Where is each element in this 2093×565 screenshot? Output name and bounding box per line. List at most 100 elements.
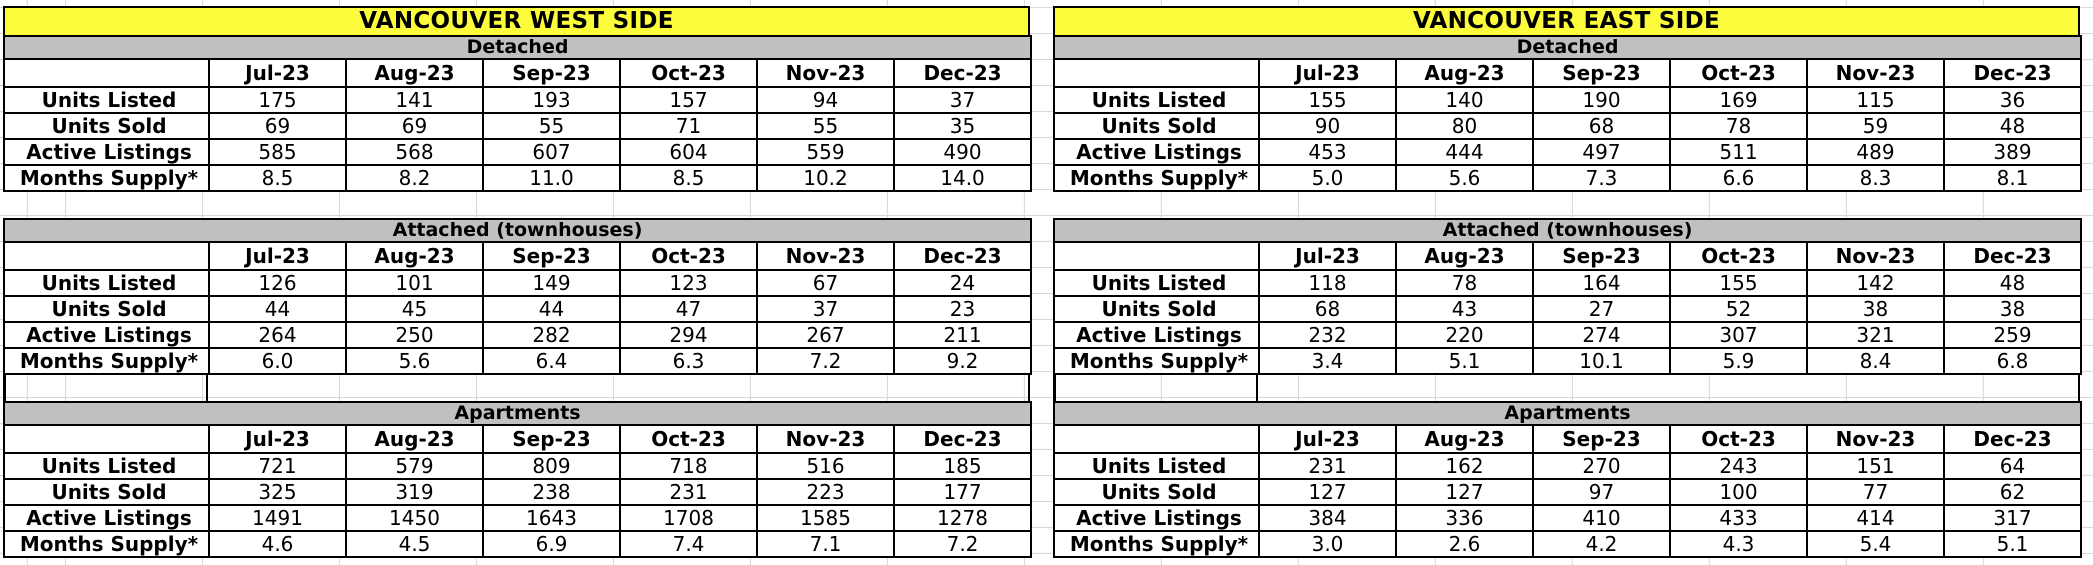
section-apartments: Apartments Jul-23 Aug-23 Sep-23 Oct-23 Nov-23… (1053, 401, 2082, 558)
section-attached-townhouses: Attached (townhouses) Jul-23 Aug-23 Sep-23 O… (1053, 218, 2082, 375)
month-header: Aug-23 (1395, 58, 1534, 88)
month-header: Sep-23 (1532, 241, 1671, 271)
data-cell: 444 (1395, 138, 1534, 166)
data-cell: 6.8 (1943, 347, 2082, 375)
data-cell: 232 (1258, 321, 1397, 349)
data-cell: 9.2 (893, 347, 1032, 375)
data-cell: 7.2 (756, 347, 895, 375)
row-gap (3, 374, 1030, 402)
data-cell: 69 (345, 112, 484, 140)
month-header: Aug-23 (345, 424, 484, 454)
metric-label: Units Sold (1053, 295, 1260, 323)
data-cell: 7.4 (619, 530, 758, 558)
month-header: Dec-23 (1943, 424, 2082, 454)
data-cell: 317 (1943, 504, 2082, 532)
data-cell: 274 (1532, 321, 1671, 349)
data-cell: 3.0 (1258, 530, 1397, 558)
data-cell: 8.5 (208, 164, 347, 192)
data-cell: 267 (756, 321, 895, 349)
data-cell: 568 (345, 138, 484, 166)
vancouver-west-side-panel: VANCOUVER WEST SIDE Detached Jul-23 Aug-23… (2, 6, 1033, 558)
data-cell: 8.1 (1942, 164, 2083, 192)
data-cell: 2.6 (1395, 530, 1534, 558)
data-cell: 220 (1395, 321, 1534, 349)
data-cell: 259 (1943, 321, 2082, 349)
month-header: Dec-23 (893, 424, 1032, 454)
data-cell: 604 (619, 138, 758, 166)
data-cell: 4.2 (1532, 530, 1671, 558)
section-apartments: Apartments Jul-23 Aug-23 Sep-23 Oct-23 Nov-23… (3, 401, 1032, 558)
data-cell: 94 (756, 86, 895, 114)
data-cell: 11.0 (482, 164, 621, 192)
data-cell: 55 (482, 112, 621, 140)
month-header: Oct-23 (1669, 424, 1808, 454)
data-cell: 6.9 (482, 530, 621, 558)
month-header: Nov-23 (756, 58, 895, 88)
data-cell: 8.4 (1806, 347, 1945, 375)
data-cell: 585 (208, 138, 347, 166)
data-cell: 185 (893, 452, 1032, 480)
data-cell: 126 (208, 269, 347, 297)
metric-label: Months Supply* (1053, 164, 1260, 192)
data-cell: 8.5 (619, 164, 758, 192)
metric-label: Months Supply* (1053, 347, 1260, 375)
month-header: Aug-23 (1395, 424, 1534, 454)
metric-label: Units Listed (1053, 269, 1260, 297)
data-cell: 4.3 (1669, 530, 1808, 558)
metric-label: Active Listings (1053, 138, 1260, 166)
border-line (206, 374, 208, 402)
data-cell: 5.1 (1943, 530, 2082, 558)
metric-label: Units Listed (3, 452, 210, 480)
data-cell: 231 (619, 478, 758, 506)
data-cell: 141 (345, 86, 484, 114)
data-cell: 24 (893, 269, 1032, 297)
data-cell: 319 (345, 478, 484, 506)
data-cell: 44 (482, 295, 621, 323)
data-cell: 6.4 (482, 347, 621, 375)
data-cell: 243 (1669, 452, 1808, 480)
metric-label: Active Listings (3, 321, 210, 349)
row-gap (1053, 374, 2080, 402)
data-cell: 607 (482, 138, 621, 166)
data-cell: 27 (1532, 295, 1671, 323)
data-cell: 5.6 (1395, 164, 1534, 192)
data-cell: 489 (1806, 138, 1945, 166)
data-cell: 1585 (756, 504, 895, 532)
month-header: Jul-23 (208, 424, 347, 454)
data-cell: 127 (1258, 478, 1397, 506)
data-cell: 5.1 (1395, 347, 1534, 375)
data-cell: 336 (1395, 504, 1534, 532)
data-cell: 414 (1806, 504, 1945, 532)
data-cell: 264 (208, 321, 347, 349)
data-cell: 14.0 (892, 164, 1033, 192)
metric-label: Active Listings (3, 138, 210, 166)
data-cell: 809 (482, 452, 621, 480)
section-title: Attached (townhouses) (3, 218, 1032, 243)
metric-label: Months Supply* (3, 530, 210, 558)
data-cell: 90 (1258, 112, 1397, 140)
data-cell: 516 (756, 452, 895, 480)
month-header: Oct-23 (1669, 58, 1808, 88)
month-header: Jul-23 (1258, 424, 1397, 454)
data-cell: 115 (1806, 86, 1945, 114)
data-cell: 511 (1669, 138, 1808, 166)
month-header: Sep-23 (482, 241, 621, 271)
data-cell: 238 (482, 478, 621, 506)
data-cell: 71 (619, 112, 758, 140)
data-cell: 8.2 (345, 164, 484, 192)
data-cell: 282 (482, 321, 621, 349)
metric-label: Active Listings (1053, 321, 1260, 349)
data-cell: 38 (1806, 295, 1945, 323)
data-cell: 123 (619, 269, 758, 297)
data-cell: 1278 (893, 504, 1032, 532)
month-header: Nov-23 (756, 424, 895, 454)
data-cell: 155 (1258, 86, 1397, 114)
data-cell: 1450 (345, 504, 484, 532)
data-cell: 67 (756, 269, 895, 297)
data-cell: 169 (1669, 86, 1808, 114)
data-cell: 294 (619, 321, 758, 349)
data-cell: 36 (1942, 86, 2083, 114)
metric-label: Units Sold (3, 112, 210, 140)
data-cell: 10.1 (1532, 347, 1671, 375)
data-cell: 7.3 (1532, 164, 1671, 192)
